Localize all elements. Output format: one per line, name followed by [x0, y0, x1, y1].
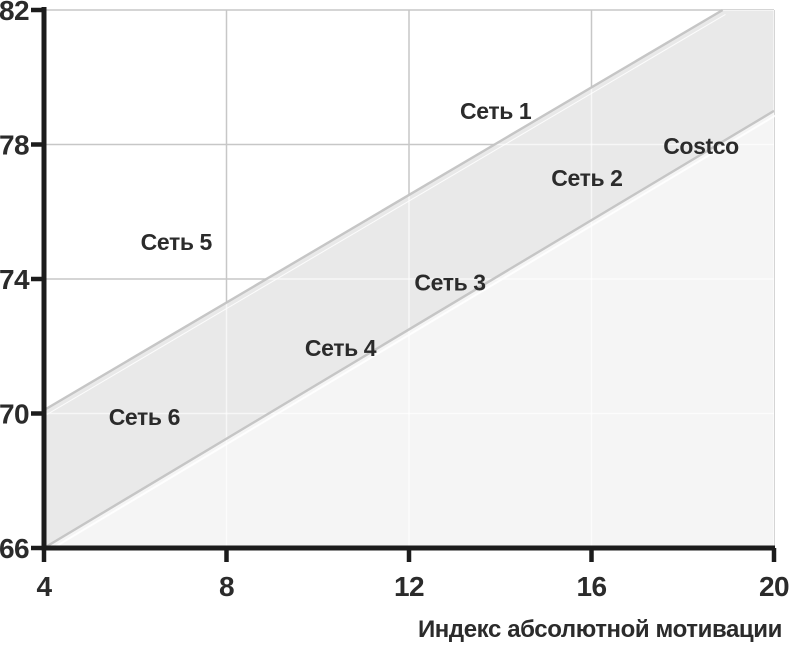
x-tick-label-8: 8: [219, 571, 234, 602]
point-label-4: Сеть 3: [414, 269, 485, 295]
y-tick-label-66: 66: [0, 533, 29, 564]
point-label-1: Сеть 1: [460, 98, 532, 124]
point-label-6: Сеть 5: [141, 229, 213, 255]
point-label-5: Сеть 4: [305, 335, 377, 361]
x-tick-label-20: 20: [759, 571, 789, 602]
band-upper-edge: [43, 8, 724, 412]
y-tick-label-78: 78: [0, 130, 29, 161]
band-edges: [43, 8, 775, 550]
point-label-7: Сеть 6: [109, 404, 180, 430]
x-axis-title: Индекс абсолютной мотивации: [418, 616, 782, 643]
y-tick-label-82: 82: [0, 0, 29, 26]
y-tick-label-74: 74: [0, 264, 30, 295]
band-lower-edge-highlight: [46, 114, 777, 552]
y-tick-label-70: 70: [0, 399, 29, 430]
x-tick-label-16: 16: [577, 571, 607, 602]
x-tick-label-4: 4: [37, 571, 53, 602]
x-tick-label-12: 12: [394, 571, 424, 602]
point-label-3: Сеть 2: [551, 165, 622, 191]
band-lower-edge: [43, 109, 775, 550]
point-label-2: Costco: [663, 133, 739, 159]
axes: [31, 7, 777, 562]
